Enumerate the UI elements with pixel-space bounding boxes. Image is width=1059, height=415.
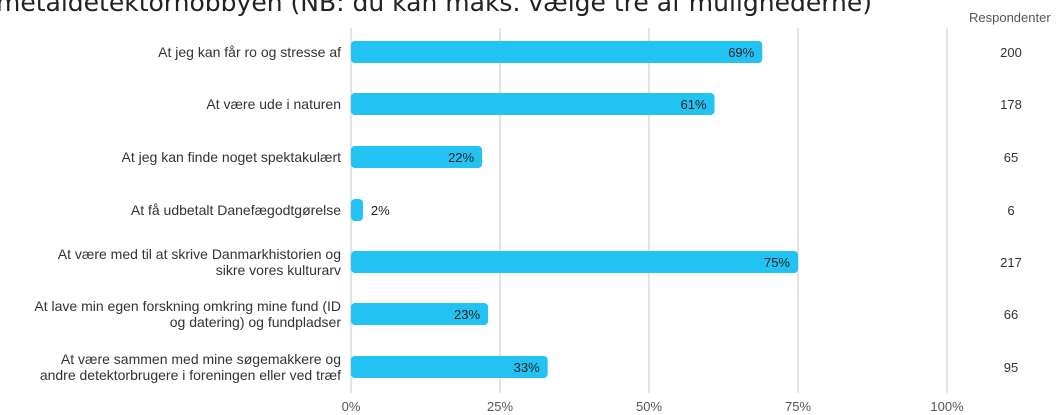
category-label: At være ude i naturen: [206, 96, 341, 112]
respondent-count: 200: [1000, 45, 1022, 60]
respondent-count: 66: [1004, 307, 1018, 322]
bar: [351, 356, 548, 378]
category-label: At jeg kan får ro og stresse af: [158, 44, 341, 60]
bars: [351, 41, 798, 378]
x-tick-label: 25%: [487, 399, 513, 414]
bar: [351, 303, 489, 325]
category-label: At jeg kan finde noget spektakulært: [122, 149, 342, 165]
bar-value-label: 69%: [728, 45, 754, 60]
x-tick-label: 50%: [636, 399, 662, 414]
respondent-count: 95: [1004, 360, 1018, 375]
gridlines: [350, 28, 948, 393]
bar-value-label: 23%: [454, 307, 480, 322]
bar-value-label: 22%: [448, 150, 474, 165]
labels: 0% 25% 50% 75% 100% 69% At jeg kan får ro og s…: [34, 44, 1021, 414]
category-label: At få udbetalt Danefægodtgørelse: [131, 202, 341, 218]
bar: [351, 93, 715, 115]
category-label: og datering) og fundpladser: [170, 314, 342, 330]
category-label: At være sammen med mine søgemakkere og: [61, 351, 341, 367]
chart-title: metaldetektorhobbyen (NB: du kan maks. v…: [0, 0, 873, 17]
bar: [351, 146, 483, 168]
category-label: At lave min egen forskning omkring mine …: [34, 298, 341, 314]
respondent-count: 65: [1004, 150, 1018, 165]
category-label: andre detektorbrugere i foreningen eller…: [40, 367, 341, 383]
x-tick-label: 75%: [785, 399, 811, 414]
x-tick-label: 0%: [342, 399, 361, 414]
x-tick-label: 100%: [930, 399, 964, 414]
category-label: sikre vores kulturarv: [216, 262, 341, 278]
respondent-count: 6: [1007, 203, 1014, 218]
bar-value-label: 61%: [681, 97, 707, 112]
respondent-count: 178: [1000, 97, 1022, 112]
bar: [351, 199, 363, 221]
bar: [351, 41, 763, 63]
bar-value-label: 75%: [764, 255, 790, 270]
bar-value-label: 2%: [371, 203, 390, 218]
respondent-count: 217: [1000, 255, 1022, 270]
bar: [351, 251, 798, 273]
category-label: At være med til at skrive Danmarkhistori…: [58, 246, 341, 262]
respondents-header: Respondenter: [969, 10, 1051, 25]
bar-value-label: 33%: [514, 360, 540, 375]
